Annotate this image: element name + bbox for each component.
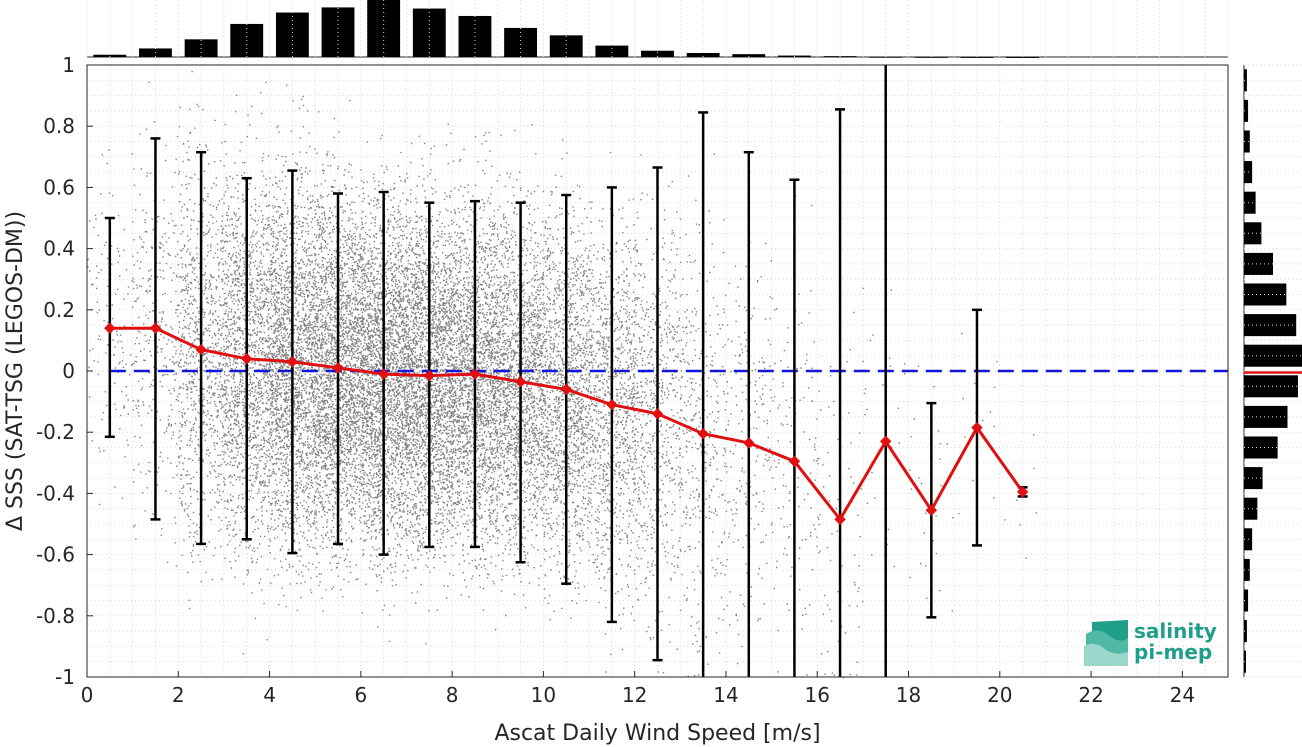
logo-line1: salinity (1134, 619, 1217, 643)
right-hist-bar (1244, 589, 1249, 612)
x-tick-label: 24 (1170, 683, 1195, 707)
top-hist-bar (686, 53, 720, 57)
y-tick-label: 0 (62, 359, 75, 383)
mean-marker (697, 428, 709, 440)
binned-mean-series (104, 322, 1029, 526)
mean-marker (925, 504, 938, 516)
x-tick-label: 2 (172, 683, 185, 707)
y-tick-label: -1 (55, 665, 75, 689)
right-hist-bar (1244, 69, 1247, 92)
salinity-pimep-logo: salinity pi-mep (1084, 619, 1217, 666)
mean-marker (514, 376, 527, 388)
right-hist-bar (1244, 191, 1256, 214)
mean-marker (241, 353, 253, 365)
x-tick-label: 12 (622, 683, 647, 707)
mean-marker (377, 368, 390, 380)
top-hist-bar (641, 50, 674, 57)
y-tick-label: -0.2 (36, 420, 75, 444)
y-tick-label: -0.8 (36, 604, 75, 628)
right-hist-bar (1244, 405, 1288, 428)
mean-marker (286, 356, 299, 368)
top-hist-bar (1006, 56, 1040, 58)
top-hist-bar (914, 56, 948, 58)
y-tick-label: 0.4 (43, 237, 75, 261)
mean-marker (195, 343, 207, 356)
top-hist-bar (93, 54, 127, 57)
right-hist-bar (1244, 314, 1297, 337)
x-tick-label: 16 (805, 683, 830, 707)
logo-line2: pi-mep (1134, 640, 1212, 664)
top-hist-bar (595, 45, 629, 57)
mean-marker (1016, 486, 1029, 498)
top-hist-bar (549, 35, 583, 57)
x-axis: 0 2 4 6 8 10 12 14 16 18 20 22 24 (81, 671, 1195, 707)
top-hist-bar (960, 56, 994, 58)
right-hist-bar (1244, 497, 1258, 520)
top-hist-bar (732, 54, 766, 57)
mean-marker (606, 398, 618, 411)
y-tick-label: 0.2 (43, 298, 75, 322)
x-tick-label: 18 (896, 683, 921, 707)
grid-lines (86, 0, 1302, 678)
x-tick-label: 10 (531, 683, 556, 707)
x-tick-label: 20 (987, 683, 1012, 707)
mean-marker (743, 437, 755, 449)
right-histogram (1243, 65, 1302, 677)
x-tick-label: 22 (1078, 683, 1103, 707)
right-hist-bar (1244, 620, 1247, 643)
mean-marker (332, 362, 344, 374)
logo-wave-icon (1084, 620, 1128, 666)
right-hist-bar (1244, 99, 1249, 122)
mean-marker (469, 368, 481, 380)
right-hist-bar (1244, 283, 1287, 306)
mean-marker (834, 513, 846, 526)
y-tick-label: -0.4 (36, 481, 75, 505)
y-tick-label: 0.8 (43, 114, 75, 138)
x-tick-label: 14 (713, 683, 738, 707)
right-hist-bar (1244, 130, 1250, 153)
right-hist-bar (1244, 375, 1298, 398)
scatter-cloud (87, 70, 1037, 679)
x-axis-title: Ascat Daily Wind Speed [m/s] (494, 721, 820, 746)
top-hist-bar (869, 56, 903, 58)
mean-marker (879, 435, 892, 448)
mean-marker (560, 383, 572, 396)
y-tick-label: 1 (62, 53, 75, 77)
x-tick-label: 6 (354, 683, 367, 707)
y-axis-title: Δ SSS (SAT-TSG (LEGOS-DM)) (3, 211, 28, 531)
mean-marker (423, 369, 436, 382)
mean-marker (149, 322, 162, 334)
y-tick-label: -0.6 (36, 543, 75, 567)
x-tick-label: 8 (446, 683, 459, 707)
mean-marker (651, 408, 664, 420)
right-hist-bar (1244, 252, 1273, 275)
mean-marker (104, 322, 116, 334)
top-hist-bar (275, 12, 309, 57)
x-tick-label: 4 (263, 683, 276, 707)
right-hist-bar (1244, 467, 1263, 490)
y-axis: -1 -0.8 -0.6 -0.4 -0.2 0 0.2 0.4 0.6 0.8 1 (36, 53, 93, 689)
mean-marker (788, 455, 801, 467)
x-tick-label: 0 (81, 683, 94, 707)
right-hist-bar (1244, 558, 1250, 581)
mean-marker (971, 421, 983, 434)
scatter-points (87, 70, 1037, 679)
y-tick-label: 0.6 (43, 175, 75, 199)
